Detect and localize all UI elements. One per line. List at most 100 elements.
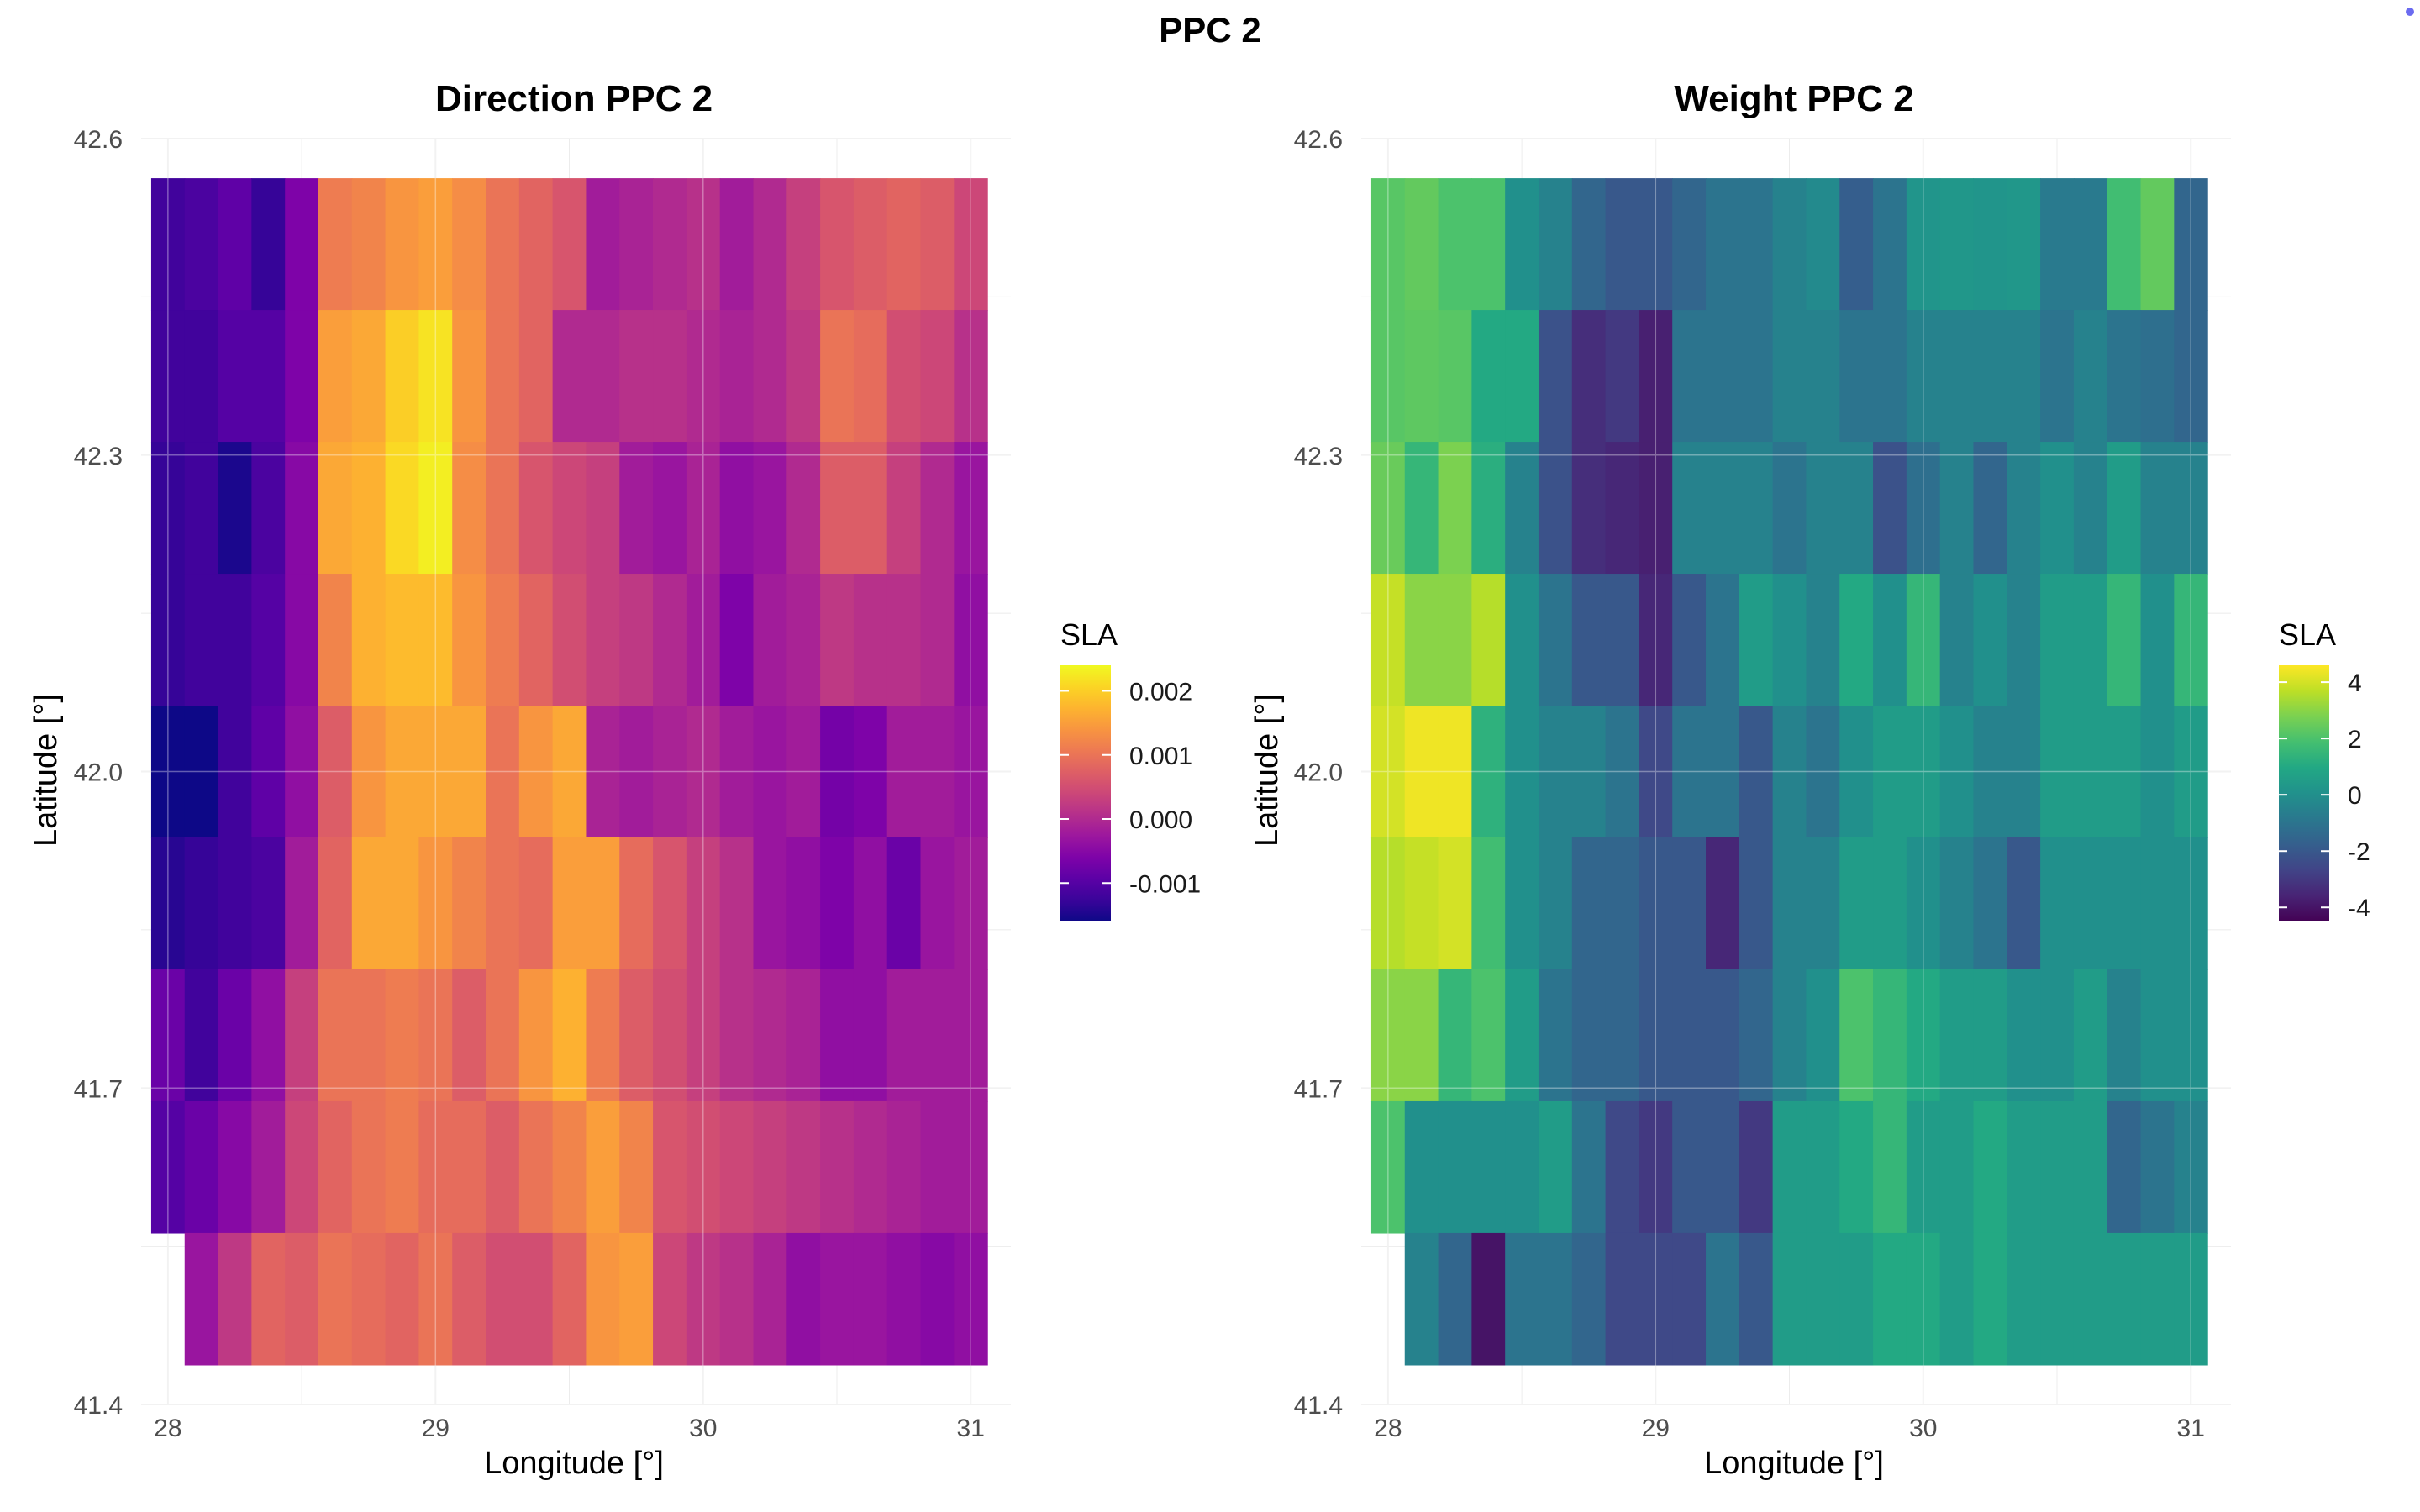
heatmap-cell — [719, 178, 755, 311]
panel-weight: Weight PPC 2 28 29 30 31 42.6 42.3 42.0 41.7 41… — [1249, 78, 2370, 1481]
heatmap-cell — [619, 1232, 654, 1366]
heatmap-cell — [452, 969, 487, 1102]
colorbar-tick-label: 0 — [2348, 782, 2362, 810]
panel-title: Direction PPC 2 — [435, 78, 713, 119]
heatmap-cell — [2107, 837, 2142, 970]
heatmap-cell — [1739, 574, 1774, 706]
heatmap-cell — [518, 442, 554, 575]
colorbar-ticks: 4 2 0 -2 -4 — [2279, 669, 2370, 922]
heatmap-cell — [1672, 969, 1707, 1102]
heatmap-cell — [686, 442, 721, 575]
heatmap-cell — [853, 969, 888, 1102]
heatmap-cell — [452, 1232, 487, 1366]
heatmap-cell — [820, 837, 855, 970]
heatmap-cell — [150, 310, 186, 443]
heatmap-cell — [150, 969, 186, 1102]
heatmap-cell — [1639, 310, 1673, 443]
heatmap-cell — [1538, 837, 1573, 970]
heatmap-cell — [820, 706, 855, 838]
heatmap-cell — [518, 706, 554, 838]
colorbar-tick-label: 4 — [2348, 669, 2362, 697]
heatmap-cell — [2140, 837, 2175, 970]
heatmap-cell — [586, 706, 620, 838]
heatmap-cell — [653, 837, 687, 970]
heatmap-cell — [385, 706, 420, 838]
heatmap-cell — [886, 178, 922, 311]
heatmap-cell — [218, 706, 252, 838]
x-axis-label: Longitude [°] — [1704, 1446, 1884, 1481]
heatmap-cell — [1906, 1232, 1941, 1366]
y-tick-label: 42.0 — [1294, 759, 1343, 787]
heatmap-cell — [786, 1232, 821, 1366]
heatmap-cell — [1471, 442, 1506, 575]
heatmap-cell — [2174, 310, 2208, 443]
heatmap-cell — [218, 442, 252, 575]
heatmap-cell — [1939, 837, 1975, 970]
heatmap-cell — [351, 442, 387, 575]
heatmap-cell — [385, 574, 420, 706]
heatmap-cell — [820, 1100, 855, 1234]
heatmap-cell — [1973, 310, 2007, 443]
heatmap-cell — [385, 969, 420, 1102]
heatmap-cell — [2073, 1100, 2108, 1234]
heatmap-cell — [1806, 706, 1840, 838]
heatmap-cell — [1739, 1100, 1774, 1234]
heatmap-cell — [619, 837, 654, 970]
heatmap-cell — [1571, 1232, 1607, 1366]
heatmap-cell — [1939, 706, 1975, 838]
heatmap-cell — [486, 1100, 520, 1234]
heatmap-cell — [1571, 706, 1607, 838]
colorbar-tick-label: -2 — [2348, 838, 2370, 866]
heatmap-cell — [1639, 178, 1673, 311]
heatmap-cell — [586, 1232, 620, 1366]
heatmap-cell — [1806, 442, 1840, 575]
heatmap-cell — [1839, 178, 1874, 311]
heatmap-cell — [820, 574, 855, 706]
heatmap-cell — [2007, 310, 2041, 443]
heatmap-cell — [920, 574, 955, 706]
heatmap-cell — [920, 706, 955, 838]
colorbar: SLA 4 2 0 -2 -4 — [2279, 617, 2370, 922]
heatmap-cell — [1906, 1100, 1941, 1234]
heatmap-cell — [954, 706, 988, 838]
heatmap-cell — [1571, 1100, 1607, 1234]
heatmap-cell — [886, 837, 922, 970]
heatmap-cell — [653, 706, 687, 838]
heatmap-cell — [1873, 837, 1907, 970]
heatmap-cell — [1471, 310, 1506, 443]
heatmap-cell — [1404, 1100, 1439, 1234]
y-axis-label: Latitude [°] — [1249, 694, 1285, 847]
heatmap-cell — [1404, 574, 1439, 706]
heatmap-cell — [2140, 178, 2175, 311]
heatmap-cell — [1839, 837, 1874, 970]
heatmap-cell — [385, 837, 420, 970]
colorbar-tick-label: 0.001 — [1129, 743, 1192, 770]
heatmap-cell — [2040, 1100, 2075, 1234]
heatmap-cell — [418, 969, 453, 1102]
heatmap-cell — [285, 178, 319, 311]
heatmap-cell — [1505, 442, 1539, 575]
heatmap-cell — [552, 1100, 587, 1234]
heatmap-cell — [920, 178, 955, 311]
heatmap-cell — [418, 178, 453, 311]
panel-direction: Direction PPC 2 28 29 30 31 42.6 42.3 42.0 41.… — [29, 78, 1201, 1481]
heatmap-cell — [1806, 178, 1840, 311]
heatmap-cell — [518, 574, 554, 706]
heatmap-cell — [1672, 1232, 1707, 1366]
heatmap-cell — [1739, 837, 1774, 970]
heatmap-cell — [1639, 1100, 1673, 1234]
heatmap-cell — [385, 1100, 420, 1234]
heatmap-cell — [2174, 969, 2208, 1102]
heatmap-cell — [1438, 310, 1472, 443]
heatmap-cell — [318, 837, 353, 970]
heatmap-cell — [1772, 706, 1807, 838]
heatmap-cell — [1605, 1100, 1640, 1234]
heatmap-cell — [753, 574, 787, 706]
heatmap-cell — [418, 706, 453, 838]
heatmap-cell — [2040, 442, 2075, 575]
heatmap-cells — [141, 138, 1011, 1405]
heatmap-cell — [418, 1232, 453, 1366]
heatmap-cell — [1873, 969, 1907, 1102]
heatmap-cell — [318, 1232, 353, 1366]
